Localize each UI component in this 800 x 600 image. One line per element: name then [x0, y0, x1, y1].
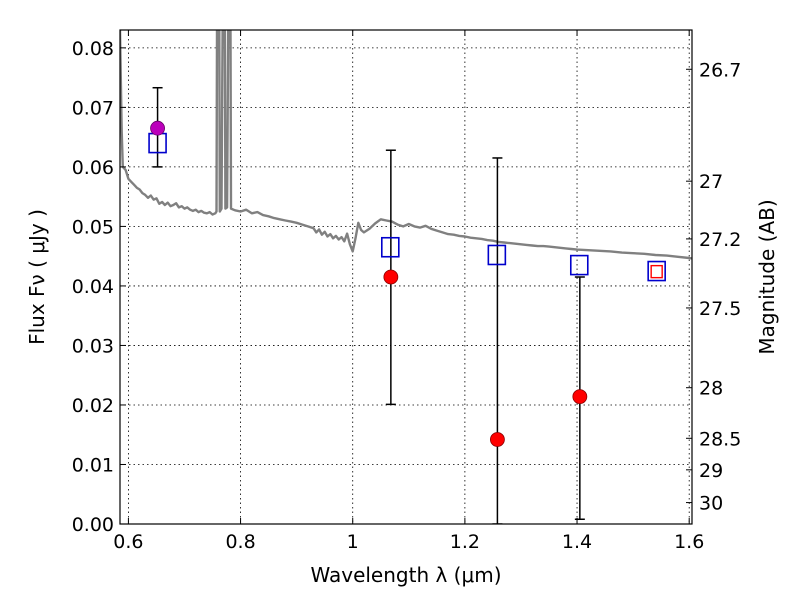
model-photometry-square — [380, 236, 400, 258]
right-tick-label: 27 — [699, 171, 723, 193]
right-tick-label: 26.7 — [699, 59, 741, 81]
y-tick-label: 0.04 — [72, 276, 114, 298]
observed-point — [383, 269, 399, 285]
y-tick-label: 0.00 — [72, 514, 114, 536]
x-tick-label: 1.2 — [450, 531, 480, 553]
plot-frame — [119, 29, 693, 525]
y-tick-label: 0.07 — [72, 97, 114, 119]
observed-point — [490, 432, 505, 447]
y-tick-label: 0.05 — [72, 216, 114, 238]
y-axis-label-right: Magnitude (AB) — [755, 199, 779, 354]
spectrum-line — [120, 30, 692, 260]
x-tick-label: 0.6 — [113, 531, 143, 553]
model-photometry-square — [569, 254, 589, 276]
right-tick-label: 30 — [699, 493, 723, 515]
observed-point-highlight — [150, 120, 165, 136]
model-photometry-square — [487, 244, 507, 266]
right-tick-label: 28 — [699, 378, 723, 400]
x-tick-label: 0.8 — [225, 531, 255, 553]
right-tick-label: 27.2 — [699, 229, 741, 251]
y-tick-label: 0.01 — [72, 454, 114, 476]
model-spectrum — [120, 30, 692, 260]
y-axis-label-left: Flux Fν ( μJy ) — [25, 209, 49, 345]
right-tick-label: 29 — [699, 460, 723, 482]
model-photometry-square — [647, 260, 666, 282]
y-tick-label: 0.02 — [72, 395, 114, 417]
observed-point — [572, 389, 588, 405]
data-markers — [148, 120, 666, 447]
axis-ticks: 0.6 0.8 1 1.2 1.4 1.6 0.00 0.01 0.02 0.03 0.04 0.05… — [72, 30, 741, 553]
right-tick-label: 27.5 — [699, 298, 741, 320]
right-tick-label: 28.5 — [699, 428, 741, 450]
x-axis-label: Wavelength λ (μm) — [310, 563, 501, 587]
y-tick-label: 0.06 — [72, 157, 114, 179]
y-tick-label: 0.08 — [72, 38, 114, 60]
y-tick-label: 0.03 — [72, 335, 114, 357]
extra-square-marker — [650, 264, 663, 279]
x-tick-label: 1.6 — [674, 531, 704, 553]
grid-lines — [120, 30, 692, 524]
x-tick-label: 1.4 — [562, 531, 592, 553]
x-tick-label: 1 — [347, 531, 359, 553]
